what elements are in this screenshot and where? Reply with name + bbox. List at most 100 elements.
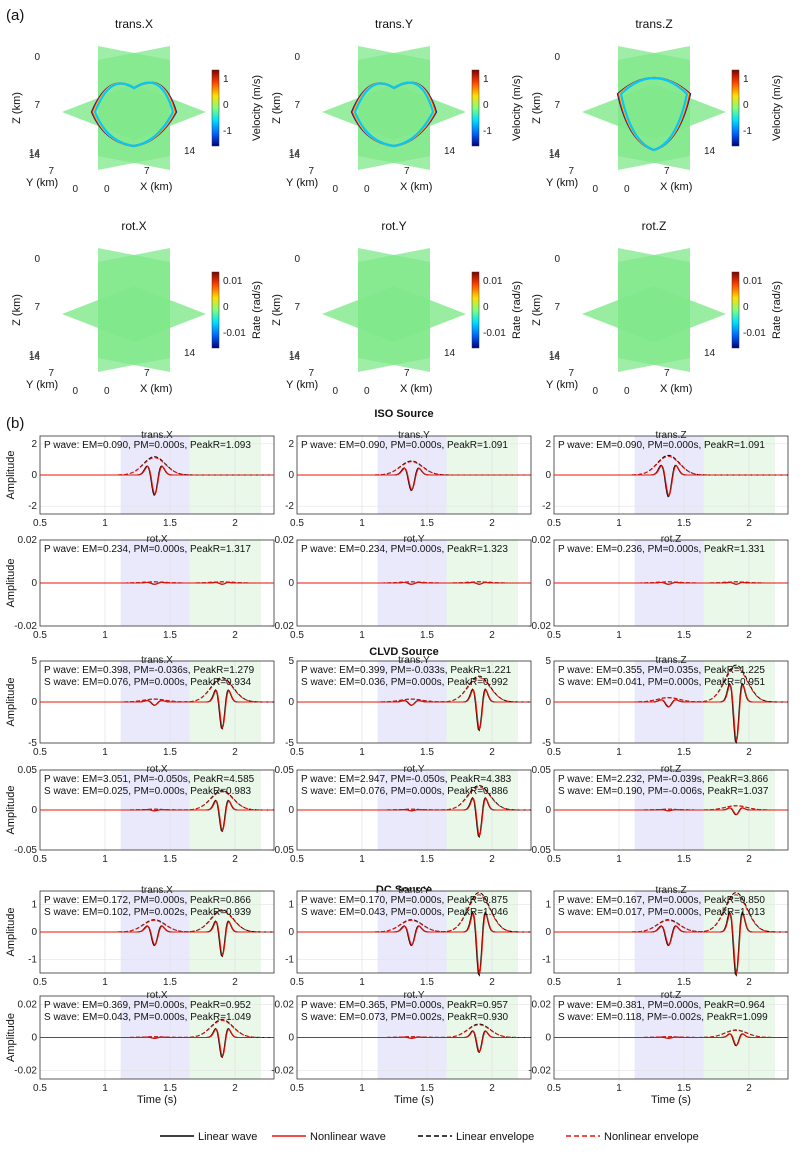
x-tick-label: 1 <box>359 1083 365 1094</box>
y-tick-label: 2 <box>288 439 294 450</box>
waveform-panel: -2 0 2 0.5 1 1.5 2 trans.ZP wave: EM=0.090, PM=… <box>542 430 789 529</box>
waveform-panel-title: rot.Z <box>661 764 682 775</box>
x-tick-label: 0.5 <box>547 977 561 988</box>
colorbar-label: Rate (rad/s) <box>511 281 523 339</box>
colorbar-label: Velocity (m/s) <box>511 75 523 141</box>
z-tick-label: 0 <box>294 52 300 63</box>
x-tick-label: 2 <box>489 854 495 865</box>
waveform-panel: -1 0 1 0.5 1 1.5 2 Amplitude trans.XP wave: EM=0… <box>5 885 275 988</box>
x-tick-label: 7 <box>664 368 670 379</box>
z-tick-label: 14 <box>549 350 561 361</box>
y-tick-label: -0.02 <box>14 621 37 632</box>
nonlinear-envelope <box>40 1020 274 1038</box>
y-tick-label: 0 <box>31 578 37 589</box>
legend-entry: Nonlinear wave <box>310 1131 386 1143</box>
x-axis-label: Time (s) <box>394 1094 434 1106</box>
y-tick-label: 7 <box>308 368 314 379</box>
z-tick-label: 14 <box>289 350 301 361</box>
x-tick-label: 2 <box>489 977 495 988</box>
waveform-panel: -5 0 5 0.5 1 1.5 2 trans.YP wave: EM=0.399, PM=… <box>285 655 532 758</box>
stat-line: P wave: EM=3.051, PM=-0.050s, PeakR=4.58… <box>44 774 255 785</box>
wavefront-ring <box>93 81 175 148</box>
waveform-panel: -5 0 5 0.5 1 1.5 2 Amplitude trans.XP wave: EM=0… <box>5 655 275 758</box>
y-tick-label: 14 <box>29 352 41 363</box>
x-tick-label: 7 <box>404 166 410 177</box>
slice-plane-xy <box>62 84 206 140</box>
z-tick-label: 0 <box>34 52 40 63</box>
y-tick-label: 7 <box>568 368 574 379</box>
nonlinear-envelope <box>40 581 274 584</box>
x-tick-label: 0.5 <box>33 977 47 988</box>
colorbar-tick-label: 0.01 <box>483 276 503 287</box>
x-tick-label: 1.5 <box>677 747 691 758</box>
x-axis-label: X (km) <box>660 383 692 395</box>
part-a-3d-slices: trans.X 0 7 14 Z (km) 14 7 0 Y (km) 0 7 14 X (km) 1 0 -… <box>11 17 783 397</box>
x-tick-label: 1.5 <box>677 1083 691 1094</box>
x-tick-label: 1.5 <box>163 747 177 758</box>
waveform-panel: -0.02 0 0.02 0.5 1 1.5 2 rot.YP wave: EM=0.365,… <box>271 990 532 1106</box>
y-tick-label: 0 <box>592 386 598 397</box>
x-tick-label: 1.5 <box>163 630 177 641</box>
colorbar-label: Velocity (m/s) <box>771 75 783 141</box>
x-tick-label: 1.5 <box>677 977 691 988</box>
waveform-panel-title: rot.Z <box>661 534 682 545</box>
colorbar-tick-label: -1 <box>483 126 492 137</box>
stat-line: S wave: EM=0.043, PM=0.000s, PeakR=1.046 <box>301 907 509 918</box>
waveform-panel-title: rot.Y <box>403 990 424 1001</box>
legend-entry: Nonlinear envelope <box>604 1131 699 1143</box>
y-tick-label: 0 <box>545 805 551 816</box>
waveform-panel: -5 0 5 0.5 1 1.5 2 trans.ZP wave: EM=0.355, PM=… <box>542 655 789 758</box>
x-tick-label: 1 <box>616 518 622 529</box>
waveform-panel: -0.02 0 0.02 0.5 1 1.5 2 rot.ZP wave: EM=0.236,… <box>528 534 789 641</box>
colorbar <box>471 69 480 147</box>
waveform-panel-title: trans.X <box>141 885 173 896</box>
waveform-panel: -0.02 0 0.02 0.5 1 1.5 2 Amplitude rot.XP wave: … <box>5 534 275 641</box>
y-tick-label: -0.05 <box>14 845 37 856</box>
y-axis-label: Y (km) <box>26 379 58 391</box>
x-axis-label: X (km) <box>140 181 172 193</box>
x-tick-label: 1 <box>102 977 108 988</box>
x-axis-label: X (km) <box>140 383 172 395</box>
x-tick-label: 2 <box>746 747 752 758</box>
z-axis-label: Z (km) <box>271 294 283 326</box>
colorbar-tick-label: -1 <box>743 126 752 137</box>
colorbar-tick-label: 0 <box>223 100 229 111</box>
nonlinear-envelope <box>40 910 274 933</box>
y-tick-label: -1 <box>542 954 551 965</box>
stat-line: S wave: EM=0.073, PM=0.002s, PeakR=0.930 <box>301 1012 509 1023</box>
waveform-panel: -0.05 0 0.05 0.5 1 1.5 2 Amplitude rot.XP wave: … <box>5 764 275 865</box>
colorbar-tick-label: 0 <box>743 100 749 111</box>
waveform-panel: -2 0 2 0.5 1 1.5 2 Amplitude trans.XP wave: EM=0… <box>5 430 275 529</box>
y-axis-label: Amplitude <box>5 451 17 500</box>
x-tick-label: 0 <box>104 184 110 195</box>
slice-plane-xy <box>582 84 726 140</box>
slice-plane-xy <box>322 84 466 140</box>
x-tick-label: 0.5 <box>33 630 47 641</box>
x-tick-label: 2 <box>746 518 752 529</box>
y-tick-label: 0 <box>31 805 37 816</box>
x-tick-label: 2 <box>232 630 238 641</box>
stat-line: P wave: EM=0.234, PM=0.000s, PeakR=1.317 <box>44 544 251 555</box>
waveform-panel-title: rot.X <box>146 990 167 1001</box>
y-tick-label: -1 <box>28 954 37 965</box>
x-tick-label: 0 <box>104 386 110 397</box>
x-tick-label: 1 <box>359 747 365 758</box>
x-tick-label: 1.5 <box>420 747 434 758</box>
y-axis-label: Y (km) <box>546 177 578 189</box>
stat-line: P wave: EM=0.398, PM=-0.036s, PeakR=1.27… <box>44 665 255 676</box>
stat-line: P wave: EM=0.399, PM=-0.033s, PeakR=1.22… <box>301 665 512 676</box>
y-axis-label: Amplitude <box>5 678 17 727</box>
x-tick-label: 0.5 <box>290 747 304 758</box>
colorbar <box>731 271 740 349</box>
y-tick-label: 14 <box>289 150 301 161</box>
colorbar-tick-label: 0.01 <box>743 276 763 287</box>
stat-line: P wave: EM=0.090, PM=0.000s, PeakR=1.091 <box>558 440 765 451</box>
x-tick-label: 1.5 <box>163 977 177 988</box>
waveform-panel: -2 0 2 0.5 1 1.5 2 trans.YP wave: EM=0.090, PM=… <box>285 430 532 529</box>
x-tick-label: 1 <box>359 977 365 988</box>
y-tick-label: 14 <box>289 352 301 363</box>
waveform-panel-title: rot.Z <box>661 990 682 1001</box>
